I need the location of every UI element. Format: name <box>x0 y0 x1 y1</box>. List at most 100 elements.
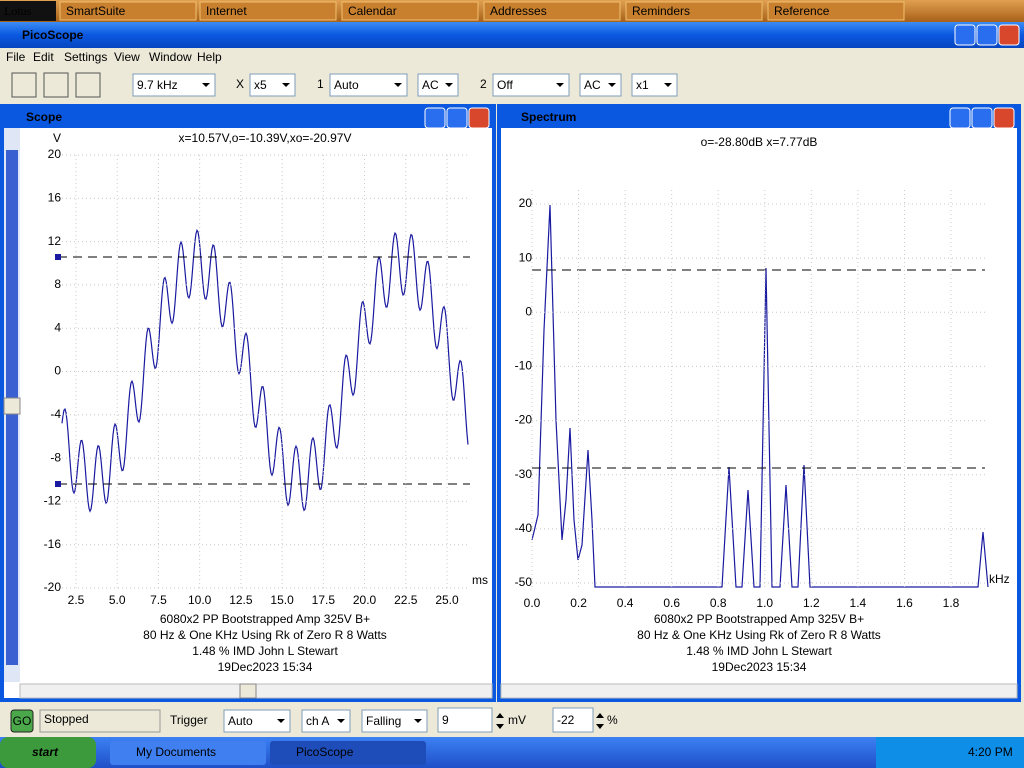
x-tick-label: 20.0 <box>353 593 377 607</box>
ch1-coupling-select[interactable] <box>417 73 459 97</box>
y-tick-label: 4 <box>54 320 61 334</box>
menu-item[interactable]: Window <box>149 50 192 64</box>
dropdown-arrow <box>394 83 402 87</box>
tool-button[interactable] <box>75 72 101 98</box>
trigger-mode-select[interactable] <box>223 709 291 733</box>
lotus-item-label: Calendar <box>348 4 397 18</box>
cursor-handle[interactable] <box>55 254 61 260</box>
ch2-coupling-select[interactable] <box>579 73 622 97</box>
y-tick-label: -4 <box>50 407 61 421</box>
y-tick-label: -12 <box>44 494 62 508</box>
window-button[interactable] <box>954 24 976 46</box>
level-unit: mV <box>508 713 526 727</box>
x-tick-label: 2.5 <box>68 593 85 607</box>
caption: 1.48 % IMD John L Stewart <box>686 644 832 658</box>
x-tick-label: 10.0 <box>188 593 212 607</box>
ch2-coupling-select-text: AC <box>584 78 601 92</box>
scope-hscroll-thumb[interactable] <box>239 683 257 699</box>
window-button[interactable] <box>468 107 490 129</box>
x-tick-label: 1.6 <box>896 596 913 610</box>
window-button[interactable] <box>446 107 468 129</box>
y-tick-label: 12 <box>48 234 62 248</box>
timebase-select[interactable] <box>132 73 216 97</box>
menu-bar <box>0 48 1024 68</box>
task-button[interactable] <box>110 741 266 765</box>
menu-item[interactable]: Settings <box>64 50 107 64</box>
lotus-item[interactable] <box>341 1 479 21</box>
spectrum-hscroll[interactable] <box>500 683 1018 699</box>
ch2-range-select-text: Off <box>497 78 513 92</box>
tool-button[interactable] <box>11 72 37 98</box>
lotus-item[interactable] <box>767 1 905 21</box>
start-button[interactable] <box>0 737 96 768</box>
x-tick-label: 1.2 <box>803 596 820 610</box>
dropdown-arrow <box>445 83 453 87</box>
delay-input[interactable] <box>552 707 594 733</box>
scope-vscroll-thumb[interactable] <box>3 397 21 415</box>
tool-button[interactable] <box>43 72 69 98</box>
spectrum-trace <box>531 204 989 588</box>
lotus-item[interactable] <box>59 1 197 21</box>
start-label[interactable]: start <box>32 745 59 759</box>
scope-client <box>4 128 492 698</box>
channel-select-text: ch A <box>306 714 329 728</box>
window-button[interactable] <box>424 107 446 129</box>
x-tick-label: 0.6 <box>663 596 680 610</box>
x-tick-label: 0.4 <box>617 596 634 610</box>
lotus-item[interactable] <box>625 1 763 21</box>
x-tick-label: 15.0 <box>270 593 294 607</box>
run-button[interactable] <box>10 709 34 733</box>
ch1-label: 1 <box>317 77 324 91</box>
dropdown-arrow <box>202 83 210 87</box>
y-tick-label: 10 <box>519 250 533 264</box>
window-button[interactable] <box>971 107 993 129</box>
state: Stopped <box>44 712 89 726</box>
title-bar <box>0 22 1024 48</box>
lotus-item[interactable] <box>483 1 621 21</box>
run-icon: GO <box>13 714 32 728</box>
menu-item[interactable]: Edit <box>33 50 54 64</box>
direction-select[interactable] <box>361 709 428 733</box>
trigger-mode-select-text: Auto <box>228 714 253 728</box>
spinner[interactable] <box>496 713 504 729</box>
y-tick-label: 16 <box>48 190 62 204</box>
menu-item[interactable]: Help <box>197 50 222 64</box>
ch1-range-select-text: Auto <box>334 78 359 92</box>
spinner[interactable] <box>596 713 604 729</box>
y-tick-label: 20 <box>48 147 62 161</box>
ch2-multiplier-select[interactable] <box>631 73 678 97</box>
level-input[interactable] <box>437 707 493 733</box>
task-button[interactable] <box>270 741 426 765</box>
dropdown-arrow <box>608 83 616 87</box>
y-tick-label: 20 <box>519 196 533 210</box>
x-tick-label: 0.2 <box>570 596 587 610</box>
menu-item[interactable]: View <box>114 50 140 64</box>
ch1-range-select[interactable] <box>329 73 408 97</box>
task-label: PicoScope <box>296 745 354 759</box>
trigger-label: Trigger <box>170 713 208 727</box>
dropdown-arrow <box>414 719 422 723</box>
timebase-select-text: 9.7 kHz <box>137 78 178 92</box>
y-tick-label: -20 <box>44 580 62 594</box>
lotus-brand: Lotus <box>4 4 32 18</box>
window-button[interactable] <box>976 24 998 46</box>
window-button[interactable] <box>993 107 1015 129</box>
window-button[interactable] <box>998 24 1020 46</box>
system-tray <box>876 737 1024 768</box>
lotus-item[interactable] <box>199 1 337 21</box>
window-button[interactable] <box>949 107 971 129</box>
zoom-select-text: x5 <box>254 78 267 92</box>
menu-item[interactable]: File <box>6 50 26 64</box>
zoom-select[interactable] <box>249 73 296 97</box>
lotus-item-label: Reminders <box>632 4 690 18</box>
channel-select[interactable] <box>301 709 351 733</box>
x-tick-label: 1.8 <box>943 596 960 610</box>
dropdown-arrow <box>556 83 564 87</box>
caption: 80 Hz & One KHz Using Rk of Zero R 8 Wat… <box>143 628 387 642</box>
y-tick-label: 0 <box>54 364 61 378</box>
cursor-handle[interactable] <box>55 481 61 487</box>
ch2-range-select[interactable] <box>492 73 570 97</box>
y-tick-label: -8 <box>50 450 61 464</box>
spectrum-client <box>501 128 1017 698</box>
